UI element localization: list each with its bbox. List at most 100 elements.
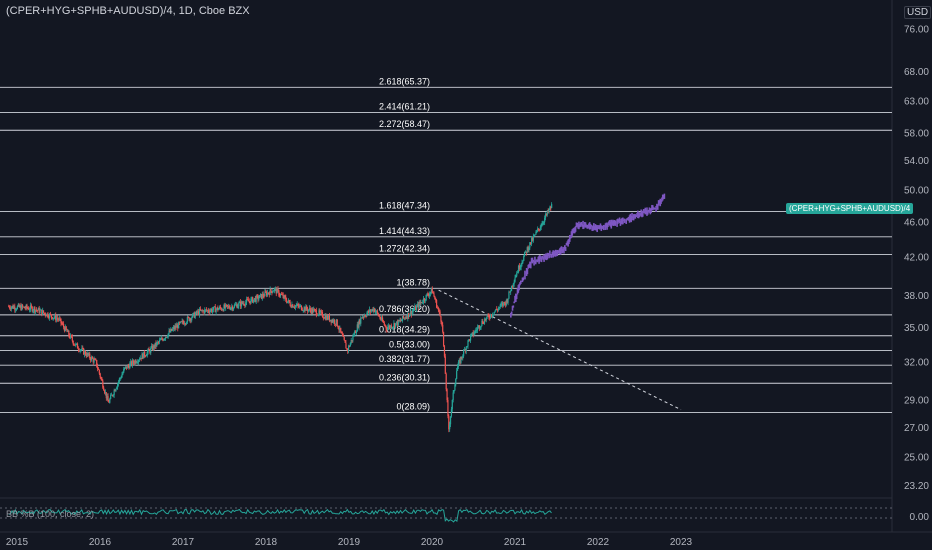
candle-body bbox=[406, 317, 408, 319]
dashed-trendline bbox=[438, 289, 682, 411]
currency-button[interactable]: USD bbox=[904, 6, 932, 19]
candle-body bbox=[224, 305, 226, 308]
price-axis: 76.00 68.00 63.00 58.00 54.00 50.00 46.00 42.00… bbox=[904, 24, 929, 492]
candle-body bbox=[134, 360, 136, 364]
candle-body bbox=[483, 323, 485, 325]
trendline bbox=[438, 289, 682, 411]
y-tick-label: 50.00 bbox=[904, 186, 929, 197]
candle-body bbox=[82, 348, 84, 349]
candle-body bbox=[124, 366, 127, 368]
candle-body bbox=[403, 317, 405, 319]
candle-body bbox=[44, 313, 46, 316]
candle-body bbox=[108, 401, 110, 403]
candle-body bbox=[431, 288, 433, 294]
candle-body bbox=[311, 308, 313, 314]
candle-body bbox=[523, 256, 525, 261]
candle-body bbox=[395, 323, 397, 328]
candle-body bbox=[160, 338, 162, 340]
candle-body bbox=[539, 227, 541, 230]
candle-body bbox=[162, 339, 164, 341]
y-tick-label: 27.00 bbox=[904, 423, 929, 434]
candle-body bbox=[429, 291, 432, 294]
candle-body bbox=[67, 330, 69, 333]
candle-body bbox=[341, 333, 344, 336]
candle-body bbox=[345, 342, 347, 349]
candle-body bbox=[348, 346, 351, 347]
candle-body bbox=[268, 293, 270, 295]
candle-body bbox=[522, 260, 524, 263]
candle-body bbox=[50, 314, 53, 317]
candle-body bbox=[222, 309, 224, 311]
candle-body bbox=[344, 340, 346, 343]
candle-body bbox=[157, 341, 160, 343]
candle-body bbox=[528, 247, 530, 251]
candle-body bbox=[65, 326, 67, 330]
candle-body bbox=[88, 353, 90, 356]
candle-body bbox=[55, 315, 57, 321]
candle-body bbox=[196, 311, 198, 314]
candle-body bbox=[537, 228, 540, 230]
candle-body bbox=[69, 335, 72, 338]
candle-body bbox=[466, 346, 468, 348]
candle-body bbox=[309, 308, 311, 311]
candle-body bbox=[64, 326, 66, 331]
candle-body bbox=[297, 304, 299, 306]
candle-body bbox=[81, 348, 83, 350]
candle-body bbox=[172, 327, 175, 329]
candle-body bbox=[346, 348, 348, 350]
candle-body bbox=[94, 359, 96, 361]
candle-body bbox=[237, 306, 239, 308]
indicator-label[interactable]: BB %B (100, close, 2) bbox=[6, 509, 95, 519]
candle-body bbox=[239, 301, 242, 307]
candle-body bbox=[289, 302, 291, 306]
candle-body bbox=[300, 305, 302, 307]
candle-body bbox=[392, 326, 394, 328]
candle-body bbox=[216, 307, 218, 310]
candle-body bbox=[144, 351, 146, 356]
candle-body bbox=[550, 206, 552, 209]
candle-body bbox=[51, 316, 53, 320]
candle-body bbox=[354, 331, 357, 334]
y-tick-label: 76.00 bbox=[904, 24, 929, 35]
candle-body bbox=[115, 388, 117, 392]
candle-body bbox=[534, 234, 536, 236]
candle-body bbox=[52, 318, 54, 320]
indicator-tick-label: 0.00 bbox=[910, 512, 930, 523]
candle-body bbox=[482, 320, 484, 324]
candle-body bbox=[328, 315, 331, 321]
candle-body bbox=[87, 353, 89, 356]
candle-body bbox=[546, 210, 548, 215]
candle-body bbox=[533, 235, 535, 237]
candle-body bbox=[336, 319, 338, 327]
candle-body bbox=[444, 356, 446, 374]
candle-body bbox=[181, 320, 183, 322]
candle-body bbox=[334, 320, 336, 324]
candle-body bbox=[330, 319, 332, 323]
candle-body bbox=[507, 298, 509, 303]
candle-body bbox=[240, 301, 242, 307]
candle-body bbox=[252, 297, 254, 303]
candle-body bbox=[89, 353, 91, 359]
candle-body bbox=[226, 304, 229, 307]
candle-body bbox=[304, 307, 306, 311]
candle-body bbox=[117, 381, 120, 384]
projection bbox=[510, 193, 666, 318]
candle-body bbox=[478, 325, 480, 329]
candle-body bbox=[258, 298, 260, 300]
candle-body bbox=[481, 320, 483, 326]
candle-body bbox=[395, 321, 398, 324]
candle-body bbox=[515, 275, 517, 278]
candle-body bbox=[198, 311, 200, 315]
candle-body bbox=[43, 312, 46, 314]
candle-body bbox=[251, 297, 253, 299]
candle-body bbox=[42, 310, 44, 315]
candle-body bbox=[92, 358, 94, 363]
candle-body bbox=[496, 309, 498, 310]
candle-body bbox=[27, 308, 29, 309]
candle-body bbox=[122, 372, 124, 375]
candle-body bbox=[374, 308, 376, 313]
candle-body bbox=[365, 316, 367, 317]
candle-body bbox=[449, 424, 451, 430]
